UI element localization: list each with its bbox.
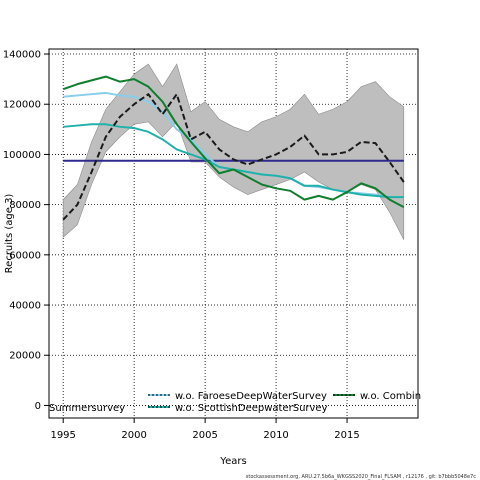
footer-text: stockassessment.org, ARU.27.5b6a_WKGSS20… xyxy=(246,474,476,480)
y-tick-label-40000: 40000 xyxy=(9,301,41,312)
legend-label-1: w.o. FaroeseDeepWaterSurvey xyxy=(175,391,327,402)
y-tick-label-80000: 80000 xyxy=(9,200,41,211)
x-axis-label: Years xyxy=(219,456,246,467)
x-tick-label-1995: 1995 xyxy=(50,430,75,441)
axis-ticks: 1995 2000 2005 2010 2015 0 20000 40000 60000 8000… xyxy=(3,50,360,441)
x-tick-label-2015: 2015 xyxy=(334,430,359,441)
x-tick-label-2005: 2005 xyxy=(192,430,217,441)
series-line-3 xyxy=(62,75,405,209)
uncertainty-band xyxy=(62,63,405,240)
y-axis-label: Recruits (age 3) xyxy=(4,194,15,274)
legend-label-2: w.o. ScottishDeepwaterSurvey xyxy=(175,403,328,414)
y-tick-label-60000: 60000 xyxy=(9,250,41,261)
y-tick-label-140000: 140000 xyxy=(3,50,41,61)
y-tick-label-120000: 120000 xyxy=(3,100,41,111)
legend-label-3: w.o. Combin xyxy=(360,391,421,402)
legend-summersurvey-label: Summersurvey xyxy=(49,403,125,414)
confidence-band xyxy=(62,63,405,240)
y-tick-label-100000: 100000 xyxy=(3,150,41,161)
y-tick-label-0: 0 xyxy=(35,401,41,412)
series-lines xyxy=(62,75,405,221)
series-line-0 xyxy=(62,93,405,221)
x-tick-label-2000: 2000 xyxy=(121,430,146,441)
y-tick-label-20000: 20000 xyxy=(9,351,41,362)
plot-frame xyxy=(48,48,419,419)
x-tick-label-2010: 2010 xyxy=(263,430,288,441)
